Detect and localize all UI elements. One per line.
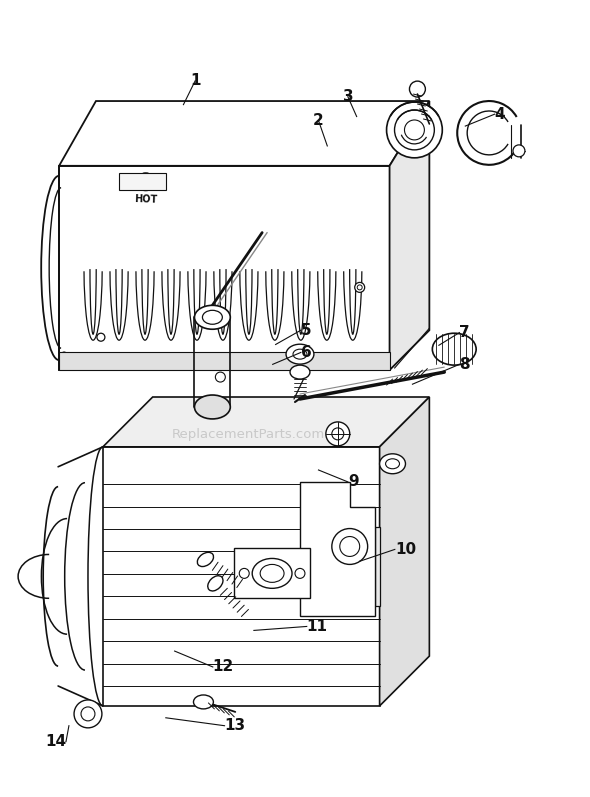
Polygon shape [59, 352, 389, 370]
Circle shape [74, 700, 102, 728]
Circle shape [332, 528, 368, 564]
Text: 10: 10 [395, 542, 416, 557]
Polygon shape [375, 527, 379, 607]
Ellipse shape [195, 305, 230, 329]
Text: 6: 6 [301, 345, 312, 360]
Text: 13: 13 [225, 718, 245, 733]
Circle shape [513, 145, 525, 157]
Circle shape [97, 333, 105, 341]
Polygon shape [234, 548, 310, 599]
Polygon shape [389, 101, 430, 370]
Ellipse shape [379, 453, 405, 473]
Ellipse shape [252, 559, 292, 588]
Ellipse shape [432, 333, 476, 365]
Ellipse shape [290, 365, 310, 379]
Text: HOT: HOT [134, 194, 158, 205]
Text: 14: 14 [45, 734, 66, 749]
Text: 3: 3 [343, 89, 353, 104]
Circle shape [405, 120, 424, 140]
Circle shape [395, 110, 434, 150]
Polygon shape [103, 397, 430, 447]
Ellipse shape [194, 695, 214, 709]
Text: 8: 8 [460, 357, 470, 372]
Text: 5: 5 [301, 323, 312, 338]
Text: 7: 7 [460, 325, 470, 340]
Text: 11: 11 [307, 619, 327, 634]
Circle shape [61, 352, 67, 358]
Ellipse shape [197, 552, 214, 567]
Text: ReplacementParts.com: ReplacementParts.com [172, 428, 324, 441]
Circle shape [326, 422, 350, 446]
Circle shape [332, 428, 344, 440]
Ellipse shape [195, 395, 230, 419]
Text: 9: 9 [348, 474, 359, 489]
Text: 1: 1 [190, 73, 201, 88]
Text: 12: 12 [213, 659, 234, 674]
Text: 4: 4 [494, 107, 505, 122]
Polygon shape [59, 101, 430, 166]
Ellipse shape [286, 344, 314, 364]
Polygon shape [103, 447, 379, 706]
Polygon shape [119, 173, 166, 190]
Circle shape [409, 81, 425, 97]
Circle shape [386, 102, 442, 158]
Circle shape [355, 282, 365, 292]
Polygon shape [379, 397, 430, 706]
Circle shape [340, 536, 360, 556]
Ellipse shape [208, 575, 223, 591]
Circle shape [240, 568, 249, 579]
Polygon shape [300, 481, 375, 616]
Polygon shape [59, 166, 389, 370]
Circle shape [215, 372, 225, 382]
Circle shape [295, 568, 305, 579]
Text: 2: 2 [313, 113, 324, 128]
